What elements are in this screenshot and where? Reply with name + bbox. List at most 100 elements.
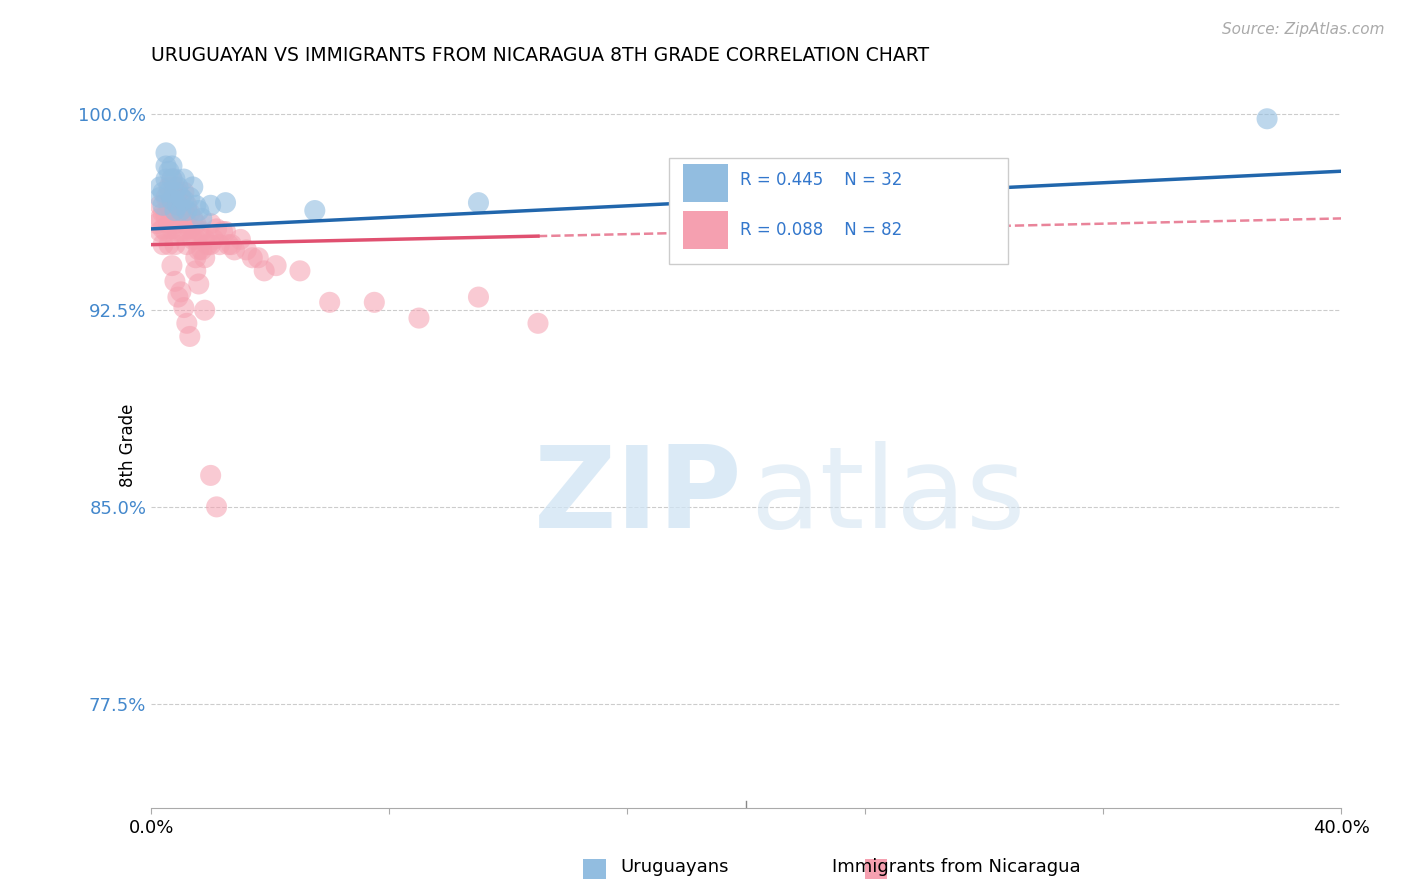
Point — [190, 211, 212, 226]
FancyBboxPatch shape — [683, 211, 728, 249]
Point — [218, 237, 240, 252]
Point — [247, 251, 270, 265]
Point — [221, 237, 243, 252]
Point — [318, 295, 340, 310]
Point — [167, 198, 190, 212]
Point — [253, 264, 276, 278]
Point — [167, 185, 190, 199]
Point — [160, 206, 183, 220]
Point — [214, 225, 236, 239]
Point — [205, 222, 228, 236]
Point — [155, 159, 177, 173]
Point — [163, 217, 186, 231]
Point — [211, 225, 233, 239]
Point — [155, 172, 177, 186]
Point — [163, 203, 186, 218]
Point — [467, 290, 489, 304]
Point — [149, 198, 172, 212]
FancyBboxPatch shape — [669, 158, 1008, 264]
Point — [176, 217, 198, 231]
Point — [224, 243, 246, 257]
Point — [173, 225, 195, 239]
Point — [214, 195, 236, 210]
Point — [181, 180, 204, 194]
Point — [187, 277, 209, 291]
Text: R = 0.088    N = 82: R = 0.088 N = 82 — [741, 220, 903, 238]
Point — [197, 237, 219, 252]
Point — [170, 203, 193, 218]
Point — [176, 198, 198, 212]
Text: ZIP: ZIP — [534, 441, 742, 551]
Point — [152, 237, 174, 252]
Point — [163, 185, 186, 199]
Point — [240, 251, 263, 265]
Point — [173, 193, 195, 207]
Point — [176, 203, 198, 218]
FancyBboxPatch shape — [683, 164, 728, 202]
Point — [194, 303, 217, 318]
Point — [157, 198, 180, 212]
Point — [467, 195, 489, 210]
Point — [181, 232, 204, 246]
Point — [149, 190, 172, 204]
Point — [179, 222, 201, 236]
Point — [157, 217, 180, 231]
Point — [184, 232, 207, 246]
Point — [179, 329, 201, 343]
Text: atlas: atlas — [749, 441, 1025, 551]
Point — [149, 180, 172, 194]
Point — [170, 190, 193, 204]
Point — [1256, 112, 1278, 126]
Point — [155, 225, 177, 239]
Point — [264, 259, 287, 273]
Point — [205, 500, 228, 514]
Point — [163, 274, 186, 288]
Point — [163, 180, 186, 194]
Point — [190, 225, 212, 239]
Y-axis label: 8th Grade: 8th Grade — [120, 403, 138, 487]
Point — [163, 198, 186, 212]
Point — [200, 198, 222, 212]
Point — [173, 301, 195, 315]
Point — [160, 172, 183, 186]
Point — [184, 198, 207, 212]
Point — [194, 232, 217, 246]
Point — [187, 225, 209, 239]
Point — [167, 225, 190, 239]
Point — [288, 264, 311, 278]
Point — [194, 251, 217, 265]
Text: URUGUAYAN VS IMMIGRANTS FROM NICARAGUA 8TH GRADE CORRELATION CHART: URUGUAYAN VS IMMIGRANTS FROM NICARAGUA 8… — [150, 46, 929, 65]
Point — [200, 217, 222, 231]
Point — [167, 290, 190, 304]
Point — [167, 180, 190, 194]
Point — [184, 264, 207, 278]
Point — [408, 311, 430, 326]
Point — [152, 198, 174, 212]
Point — [160, 222, 183, 236]
Point — [200, 237, 222, 252]
Point — [173, 172, 195, 186]
Point — [176, 316, 198, 330]
Point — [173, 203, 195, 218]
Point — [155, 190, 177, 204]
Point — [187, 203, 209, 218]
Point — [160, 159, 183, 173]
Point — [363, 295, 385, 310]
Point — [157, 164, 180, 178]
Point — [170, 190, 193, 204]
Point — [152, 206, 174, 220]
Point — [176, 237, 198, 252]
Text: Immigrants from Nicaragua: Immigrants from Nicaragua — [832, 858, 1080, 876]
Point — [155, 209, 177, 223]
Point — [157, 185, 180, 199]
Point — [149, 225, 172, 239]
Point — [170, 285, 193, 299]
Point — [184, 217, 207, 231]
Point — [170, 225, 193, 239]
Point — [152, 185, 174, 199]
Text: Source: ZipAtlas.com: Source: ZipAtlas.com — [1222, 22, 1385, 37]
Point — [163, 237, 186, 252]
Point — [208, 237, 231, 252]
Point — [160, 190, 183, 204]
Point — [187, 243, 209, 257]
